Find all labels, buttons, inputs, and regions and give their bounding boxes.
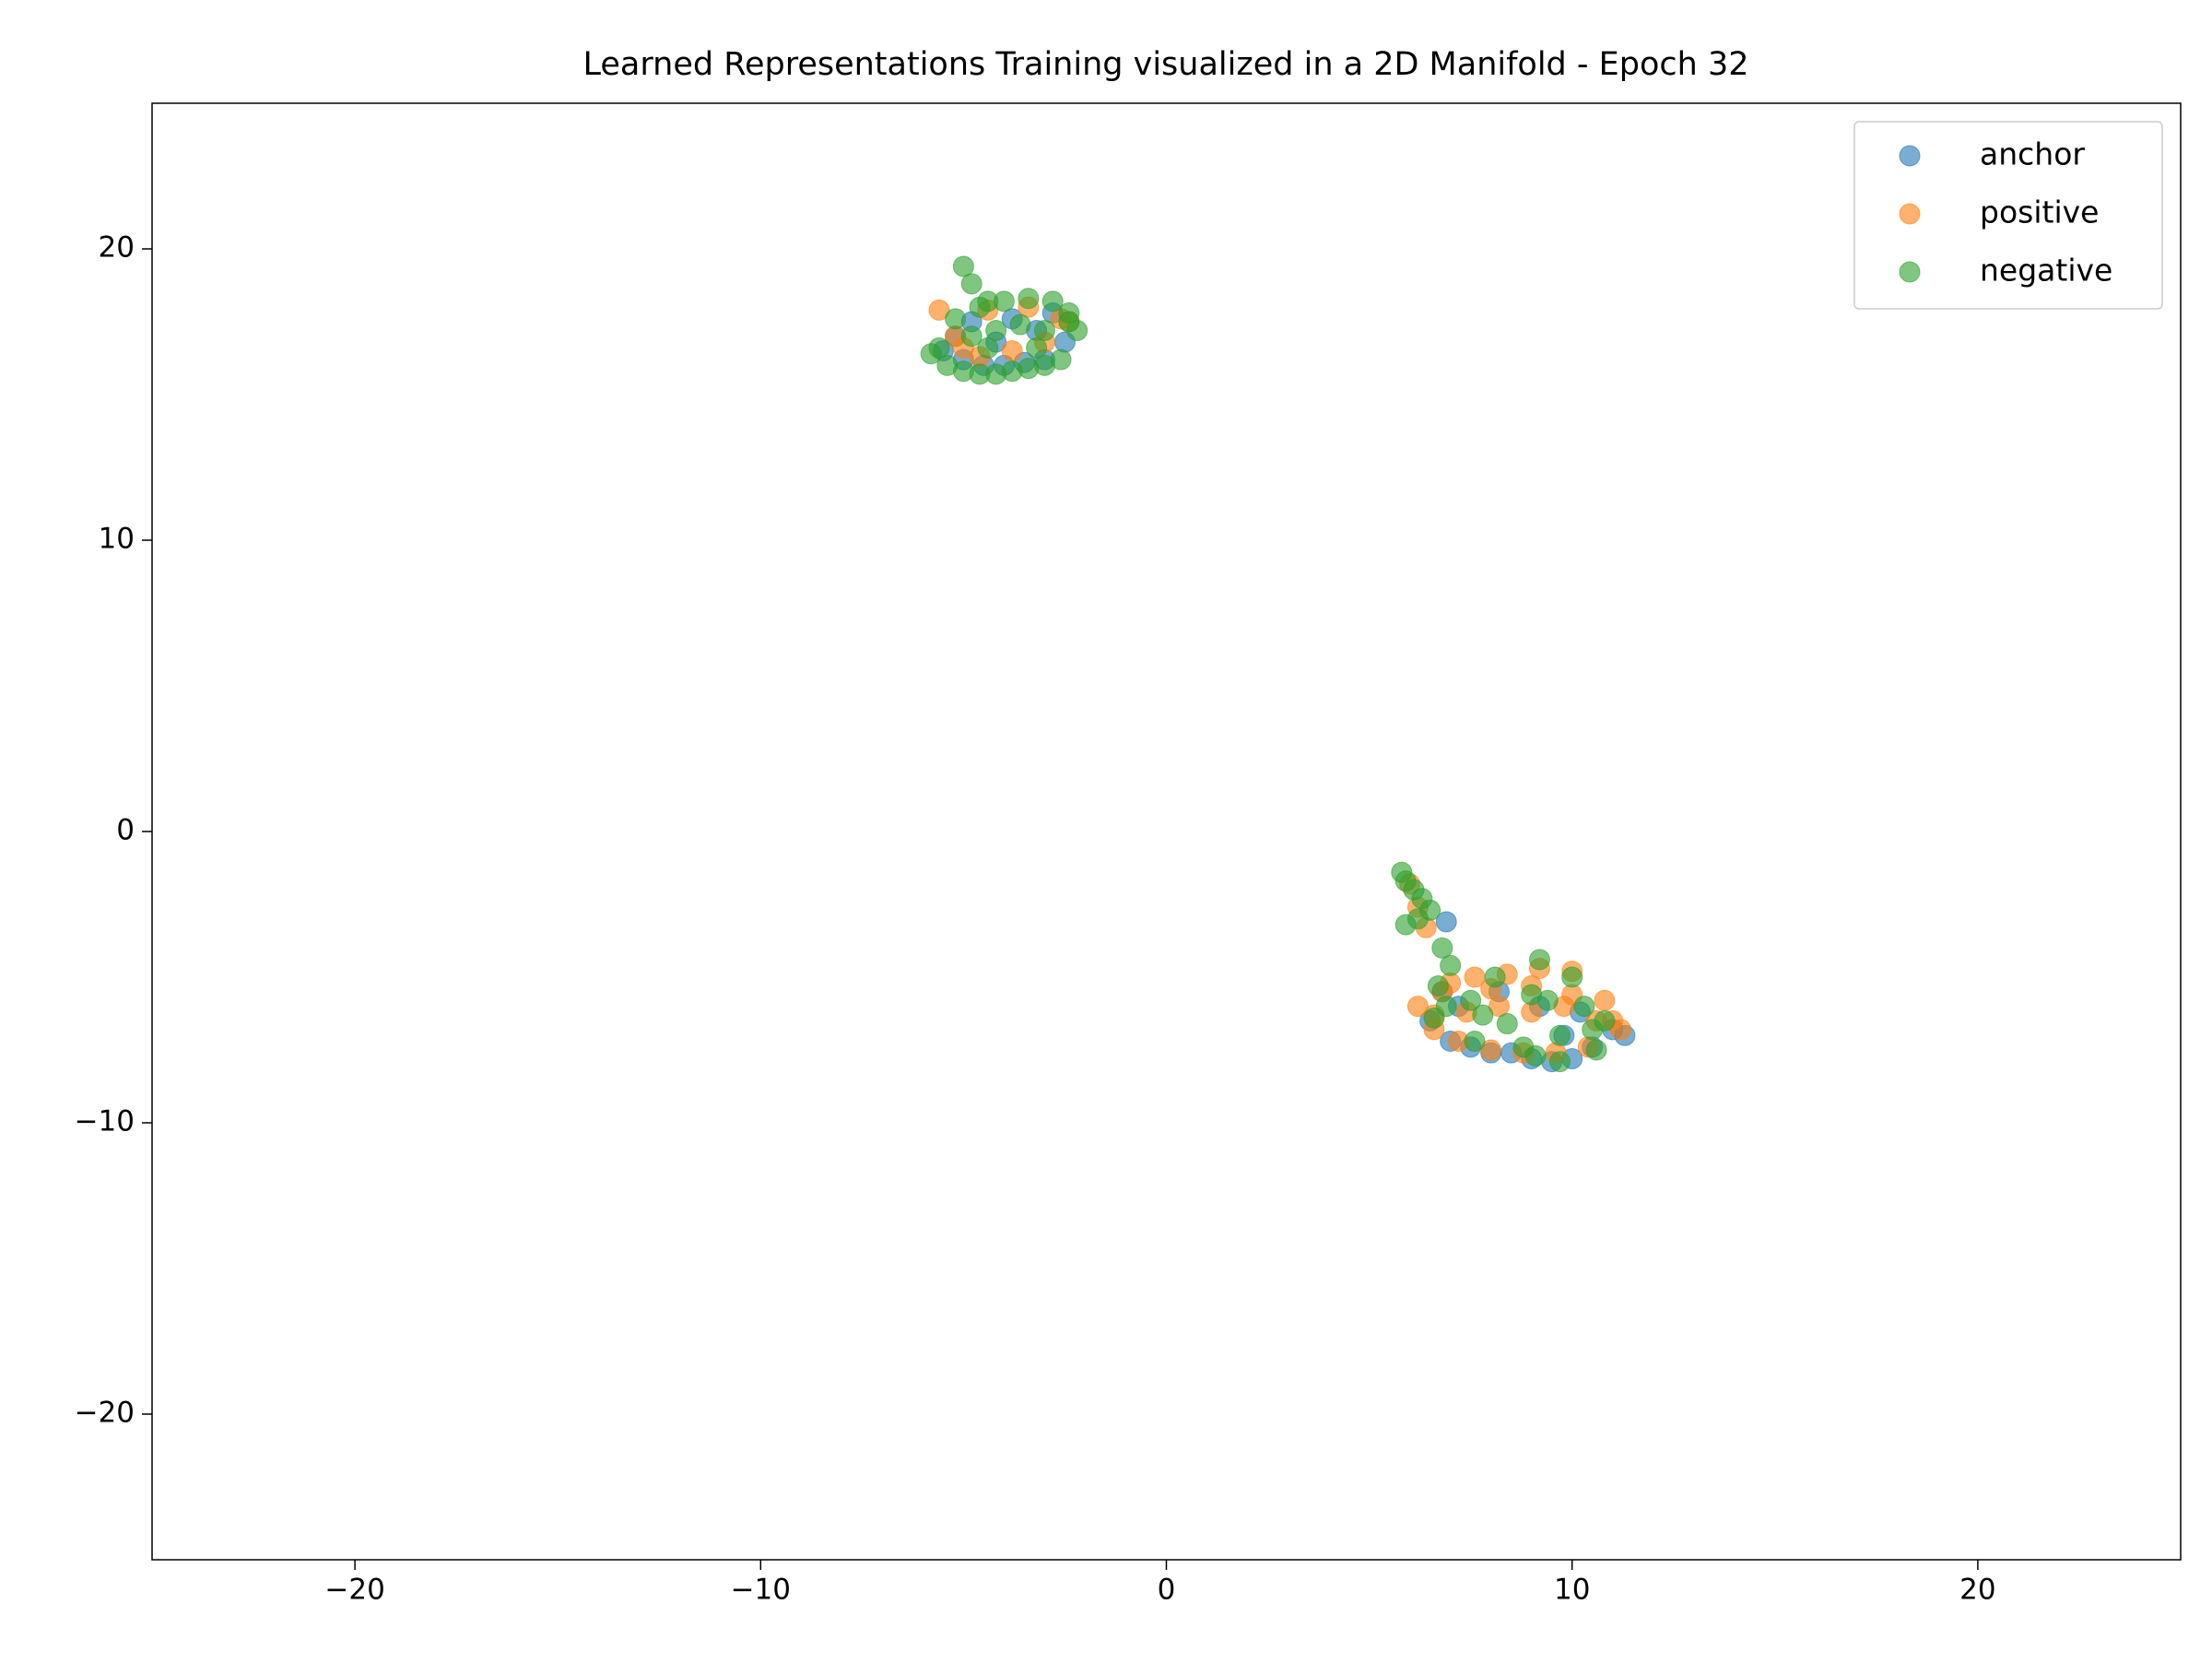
point	[969, 296, 991, 318]
point	[1464, 1031, 1486, 1053]
y-tick-label: 10	[99, 523, 135, 556]
x-tick-label: −20	[324, 1574, 384, 1607]
x-tick-label: 20	[1959, 1574, 1995, 1607]
point	[1435, 911, 1457, 933]
point	[960, 273, 982, 295]
legend-marker	[1899, 203, 1921, 225]
point	[945, 308, 967, 330]
chart-title: Learned Representations Training visuali…	[583, 46, 1749, 83]
legend-label: positive	[1980, 195, 2099, 230]
point	[1594, 989, 1616, 1011]
point	[1472, 1004, 1494, 1026]
point	[1026, 336, 1048, 359]
point	[1018, 288, 1040, 310]
point	[1548, 1024, 1571, 1046]
y-tick-label: 20	[99, 231, 135, 265]
point	[977, 336, 999, 359]
legend-marker	[1899, 145, 1921, 167]
point	[928, 299, 950, 321]
point	[1041, 290, 1064, 313]
point	[928, 336, 950, 359]
point	[985, 319, 1007, 341]
point	[1512, 1036, 1535, 1058]
point	[1058, 311, 1080, 333]
y-tick-label: −20	[75, 1397, 135, 1430]
x-tick-label: 0	[1158, 1574, 1176, 1607]
plot-frame	[151, 102, 2182, 1561]
point	[1573, 996, 1595, 1018]
legend-marker	[1899, 261, 1921, 283]
x-tick-label: 10	[1554, 1574, 1590, 1607]
point	[1528, 949, 1550, 971]
x-tick-label: −10	[731, 1574, 791, 1607]
point	[1594, 1009, 1616, 1032]
point	[1406, 996, 1429, 1018]
series-2	[920, 255, 1616, 1073]
legend-label: anchor	[1980, 136, 2085, 172]
point	[1484, 966, 1506, 988]
point	[1585, 1039, 1607, 1061]
legend-label: negative	[1980, 253, 2112, 289]
point	[1033, 319, 1055, 341]
point	[1496, 1013, 1518, 1035]
point	[1536, 989, 1559, 1011]
point	[1009, 313, 1031, 336]
point	[993, 290, 1015, 313]
point	[1460, 989, 1482, 1011]
point	[1488, 996, 1510, 1018]
point	[960, 325, 982, 348]
point	[952, 255, 974, 277]
point	[1001, 340, 1023, 362]
y-tick-label: −10	[75, 1105, 135, 1138]
point	[1561, 966, 1583, 988]
y-tick-label: 0	[116, 814, 135, 847]
point	[1431, 937, 1453, 959]
point	[1440, 954, 1462, 976]
point	[1394, 914, 1417, 936]
point	[1050, 348, 1072, 371]
point	[1423, 1007, 1445, 1029]
point	[1548, 1051, 1571, 1073]
point	[1427, 974, 1449, 997]
point	[1480, 1039, 1502, 1061]
legend-box	[1853, 121, 2163, 310]
